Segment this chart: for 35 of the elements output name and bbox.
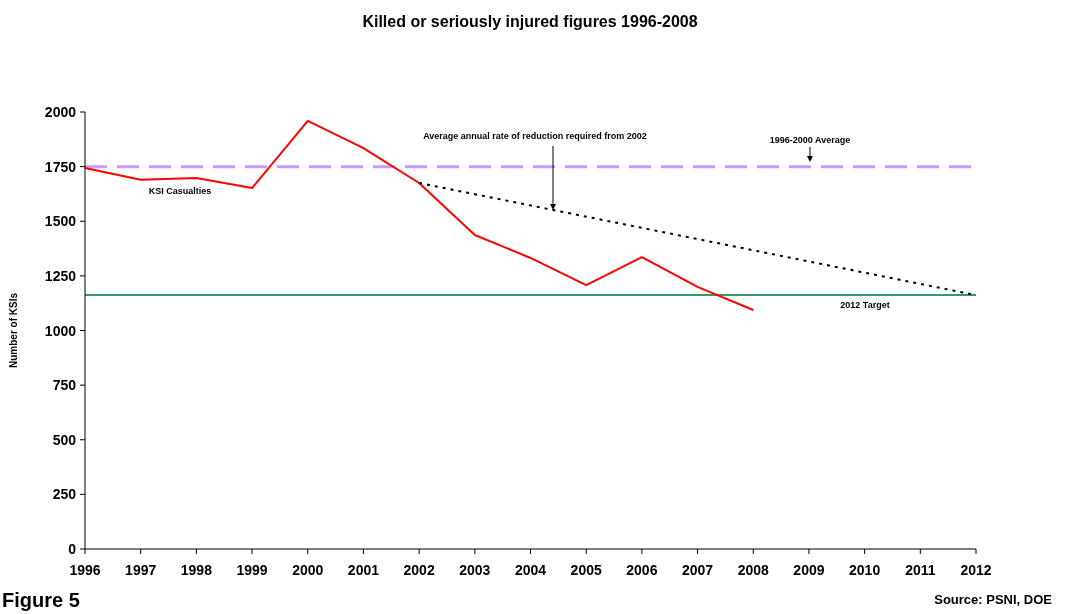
y-tick-label: 1250: [44, 267, 77, 284]
x-tick-label: 2007: [681, 562, 714, 578]
y-axis-title: Number of KSIs: [8, 292, 19, 369]
x-tick-label: 2006: [626, 562, 658, 578]
y-tick-label: 1000: [44, 322, 77, 339]
y-tick-label: 1500: [44, 213, 77, 230]
x-tick-label: 1998: [180, 562, 213, 578]
y-tick-label: 250: [52, 486, 77, 503]
x-tick-label: 2008: [737, 562, 770, 578]
y-tick-label: 2000: [44, 104, 77, 120]
x-tick-label: 2000: [292, 562, 324, 578]
x-tick-label: 1999: [236, 562, 268, 578]
x-tick-label: 1997: [125, 562, 157, 578]
x-tick-label: 2004: [514, 562, 547, 578]
caption: Figure 5: [2, 589, 80, 611]
text: Average annual rate of reduction required from 2002: [423, 131, 647, 141]
series-label: KSI Casualties: [148, 186, 212, 196]
x-tick-label: 2005: [570, 562, 602, 578]
line-series: [84, 119, 755, 311]
x-tick-label: 2009: [793, 562, 825, 578]
chart-title: Killed or seriously injured figures 1996-2008: [362, 13, 698, 30]
y-tick-label: 0: [68, 541, 77, 557]
x-tick-label: 2010: [849, 562, 881, 578]
y-tick-label: 500: [52, 431, 77, 448]
x-tick-label: 2001: [347, 562, 380, 578]
x-tick-label: 2003: [459, 562, 491, 578]
x-tick-label: 2012: [960, 562, 992, 578]
ref-line-label: 1996-2000 Average: [769, 135, 851, 145]
ref-line-label: 2012 Target: [840, 300, 890, 310]
x-tick-label: 1996: [69, 562, 101, 578]
y-tick-label: 1750: [44, 158, 77, 175]
y-tick-label: 750: [52, 377, 77, 394]
x-tick-label: 2002: [403, 562, 435, 578]
x-tick-label: 2011: [905, 562, 936, 578]
source-note: Source: PSNI, DOE: [934, 592, 1053, 607]
